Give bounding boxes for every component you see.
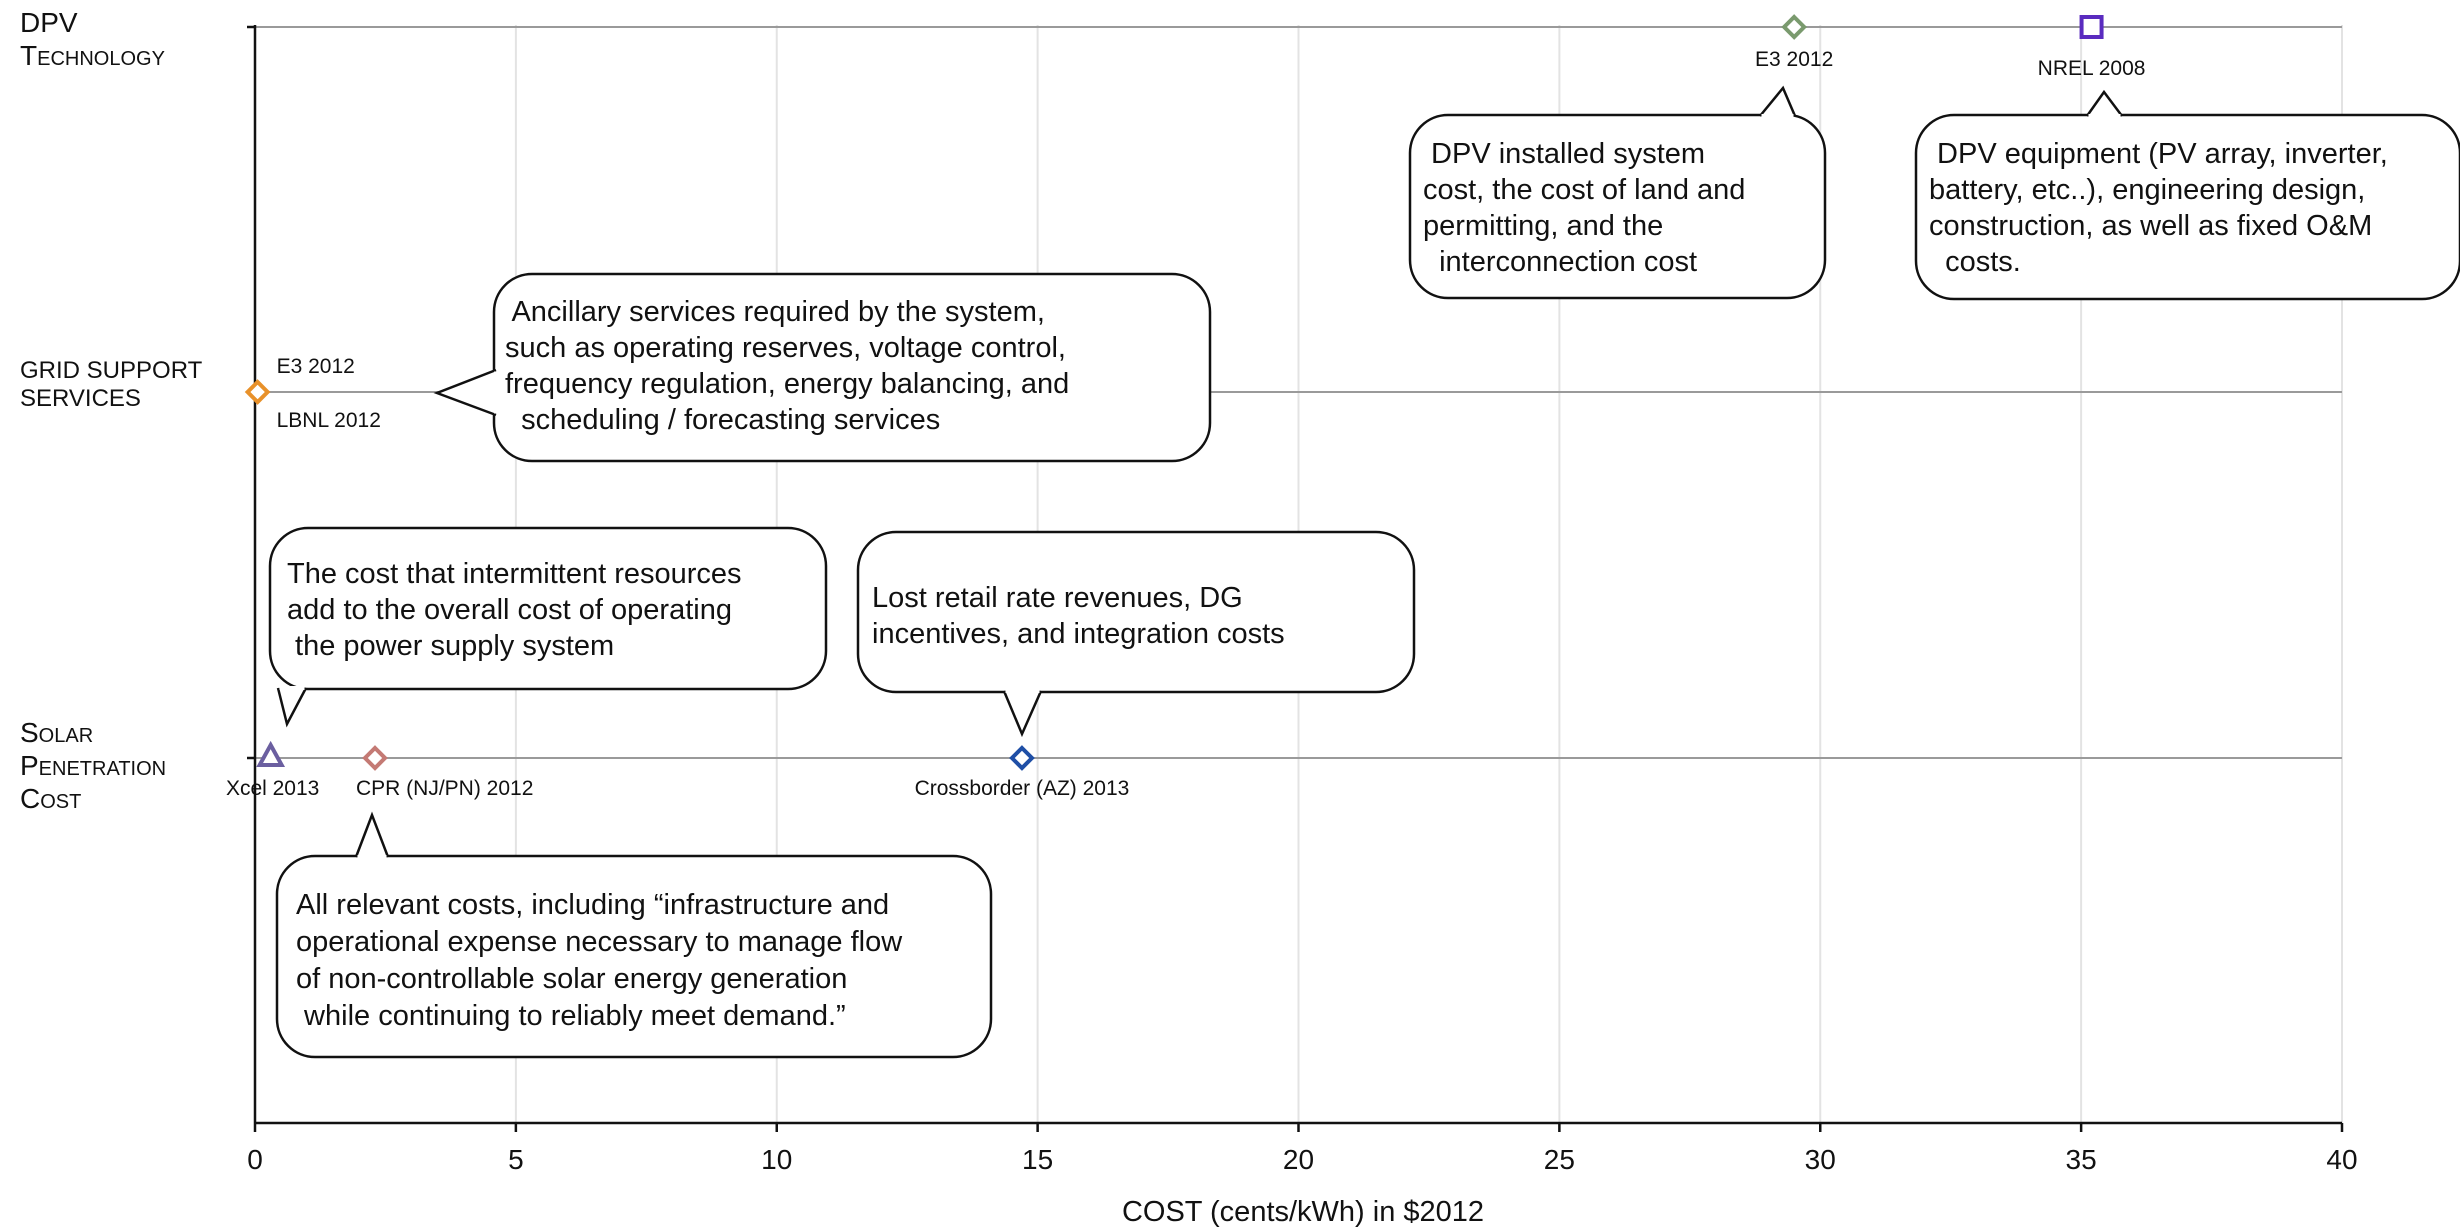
callout-text-cpr-1: operational expense necessary to manage … xyxy=(296,926,903,958)
x-ticks: 0 5 10 15 20 25 30 35 40 xyxy=(247,1123,2358,1175)
callout-pointer-fill-dpv-e3 xyxy=(1760,88,1795,116)
callout-dpv-e3: DPV installed system cost, the cost of la… xyxy=(1408,85,1827,300)
tick-label-30: 30 xyxy=(1805,1144,1836,1175)
callout-pointer-fill-dpv-nrel xyxy=(2087,92,2122,116)
point-label-0: E3 2012 xyxy=(1755,48,1833,71)
category-label-dpv-line1: DPV xyxy=(20,7,78,38)
callout-xcel: The cost that intermittent resources add … xyxy=(268,526,828,728)
callout-text-cross-0: Lost retail rate revenues, DG xyxy=(872,582,1243,614)
callout-text-cpr-0: All relevant costs, including “infrastru… xyxy=(296,889,889,921)
callout-pointer-cpr xyxy=(354,811,390,858)
callout-pointer-fill-cpr xyxy=(356,815,388,857)
callout-dpv-nrel: DPV equipment (PV array, inverter, batter… xyxy=(1914,89,2460,301)
callout-box-grid xyxy=(492,272,1212,463)
callout-box-cpr xyxy=(275,854,993,1059)
callout-text-grid-3: scheduling / forecasting services xyxy=(505,404,940,436)
marker-diamond-2 xyxy=(244,379,271,405)
callout-text-cross-1: incentives, and integration costs xyxy=(872,618,1285,650)
category-label-grid: GRID SUPPORT SERVICES xyxy=(20,357,202,414)
tick-label-5: 5 xyxy=(508,1144,524,1175)
tick-label-25: 25 xyxy=(1544,1144,1575,1175)
data-point-5: Crossborder (AZ) 2013 xyxy=(915,745,1130,800)
callout-box-dpv-nrel xyxy=(1914,113,2460,301)
data-point-2: E3 2012 LBNL 2012 xyxy=(244,355,381,432)
callout-text-cpr-2: of non-controllable solar energy generat… xyxy=(296,963,847,995)
callout-text-dpv-e3-2: permitting, and the xyxy=(1423,210,1663,242)
data-points: E3 2012 NREL 2008 E3 2012 LBNL 2012 Xcel 201… xyxy=(226,14,2146,800)
callout-box-xcel xyxy=(268,526,828,691)
point-label-4: CPR (NJ/PN) 2012 xyxy=(356,777,533,800)
tick-label-20: 20 xyxy=(1283,1144,1314,1175)
point-label-3: Xcel 2013 xyxy=(226,777,319,800)
callout-text-dpv-nrel-0: DPV equipment (PV array, inverter, xyxy=(1929,138,2388,170)
category-label-grid-line1: GRID SUPPORT xyxy=(20,357,203,384)
x-axis-label: COST (cents/kWh) in $2012 xyxy=(1122,1196,1484,1227)
callout-pointer-cross xyxy=(1002,690,1043,738)
callout-text-xcel-2: the power supply system xyxy=(287,630,614,662)
point-label-2: E3 2012 xyxy=(277,355,355,378)
category-label-dpv: DPV Technology xyxy=(20,6,165,72)
callout-text-cpr-3: while continuing to reliably meet demand… xyxy=(296,1000,846,1032)
tick-label-10: 10 xyxy=(761,1144,792,1175)
callout-text-dpv-e3-0: DPV installed system xyxy=(1423,138,1705,170)
callout-box-cross xyxy=(856,530,1416,694)
callout-text-dpv-nrel-3: costs. xyxy=(1929,246,2021,278)
callout-text-dpv-nrel-2: construction, as well as fixed O&M xyxy=(1929,210,2372,242)
marker-diamond-4 xyxy=(362,745,388,771)
tick-label-35: 35 xyxy=(2066,1144,2097,1175)
tick-label-0: 0 xyxy=(247,1144,263,1175)
callout-pointer-fill-grid xyxy=(437,370,496,415)
category-label-solar-line3: Cost xyxy=(20,783,82,815)
data-point-1: NREL 2008 xyxy=(2038,15,2146,80)
callout-text-dpv-e3-3: interconnection cost xyxy=(1423,246,1697,278)
category-label-solar-line1: Solar xyxy=(20,717,94,748)
callout-text-grid-1: such as operating reserves, voltage cont… xyxy=(505,332,1066,364)
marker-square-1 xyxy=(2079,15,2104,39)
data-point-3: Xcel 2013 xyxy=(226,740,319,800)
callout-pointer-grid xyxy=(433,368,497,417)
callout-text-grid-2: frequency regulation, energy balancing, … xyxy=(505,368,1069,400)
callout-pointer-dpv-nrel xyxy=(2085,89,2123,117)
callouts: DPV installed system cost, the cost of la… xyxy=(268,85,2460,1059)
tick-label-15: 15 xyxy=(1022,1144,1053,1175)
callout-pointer-dpv-e3 xyxy=(1759,85,1797,117)
callout-text-xcel-0: The cost that intermittent resources xyxy=(287,558,742,590)
callout-cpr: All relevant costs, including “infrastru… xyxy=(275,811,993,1059)
category-label-solar: Solar Penetration Cost xyxy=(20,716,166,815)
category-label-grid-line2: SERVICES xyxy=(20,385,141,413)
callout-text-xcel-1: add to the overall cost of operating xyxy=(287,594,732,626)
tick-label-40: 40 xyxy=(2326,1144,2357,1175)
marker-diamond-5 xyxy=(1009,745,1035,771)
callout-text-grid-0: Ancillary services required by the syste… xyxy=(505,296,1045,328)
callout-cross: Lost retail rate revenues, DG incentives,… xyxy=(856,530,1416,738)
marker-triangle-3 xyxy=(256,740,286,767)
callout-box-dpv-e3 xyxy=(1408,113,1827,300)
callout-text-dpv-e3-1: cost, the cost of land and xyxy=(1423,174,1745,206)
point-label2-2: LBNL 2012 xyxy=(277,409,381,432)
category-label-solar-line2: Penetration xyxy=(20,750,167,782)
category-label-dpv-line2: Technology xyxy=(20,40,165,72)
point-label-5: Crossborder (AZ) 2013 xyxy=(915,777,1130,800)
callout-grid: Ancillary services required by the syste… xyxy=(433,272,1212,463)
data-point-4: CPR (NJ/PN) 2012 xyxy=(356,745,533,800)
point-label-1: NREL 2008 xyxy=(2038,57,2146,80)
callout-pointer-xcel xyxy=(276,687,308,728)
callout-pointer-fill-cross xyxy=(1004,691,1041,734)
data-point-0: E3 2012 xyxy=(1755,14,1833,71)
marker-diamond-0 xyxy=(1781,14,1807,40)
callout-text-dpv-nrel-1: battery, etc..), engineering design, xyxy=(1929,174,2365,206)
